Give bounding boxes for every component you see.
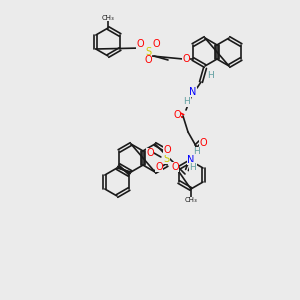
Text: N: N	[189, 87, 197, 97]
Text: CH₃: CH₃	[102, 15, 114, 21]
Text: H: H	[190, 163, 196, 172]
Text: O: O	[182, 54, 190, 64]
Text: N: N	[187, 155, 195, 165]
Text: O: O	[136, 39, 144, 49]
Text: H: H	[208, 70, 214, 80]
Text: S: S	[145, 47, 151, 57]
Text: O: O	[171, 162, 179, 172]
Text: O: O	[146, 148, 154, 158]
Text: CH₃: CH₃	[184, 197, 197, 203]
Text: S: S	[164, 154, 170, 164]
Text: O: O	[163, 145, 171, 155]
Text: O: O	[199, 138, 207, 148]
Text: O: O	[144, 55, 152, 65]
Text: H: H	[194, 148, 200, 157]
Text: H: H	[184, 98, 190, 106]
Text: O: O	[152, 39, 160, 49]
Text: O: O	[155, 162, 163, 172]
Text: O: O	[173, 110, 181, 120]
